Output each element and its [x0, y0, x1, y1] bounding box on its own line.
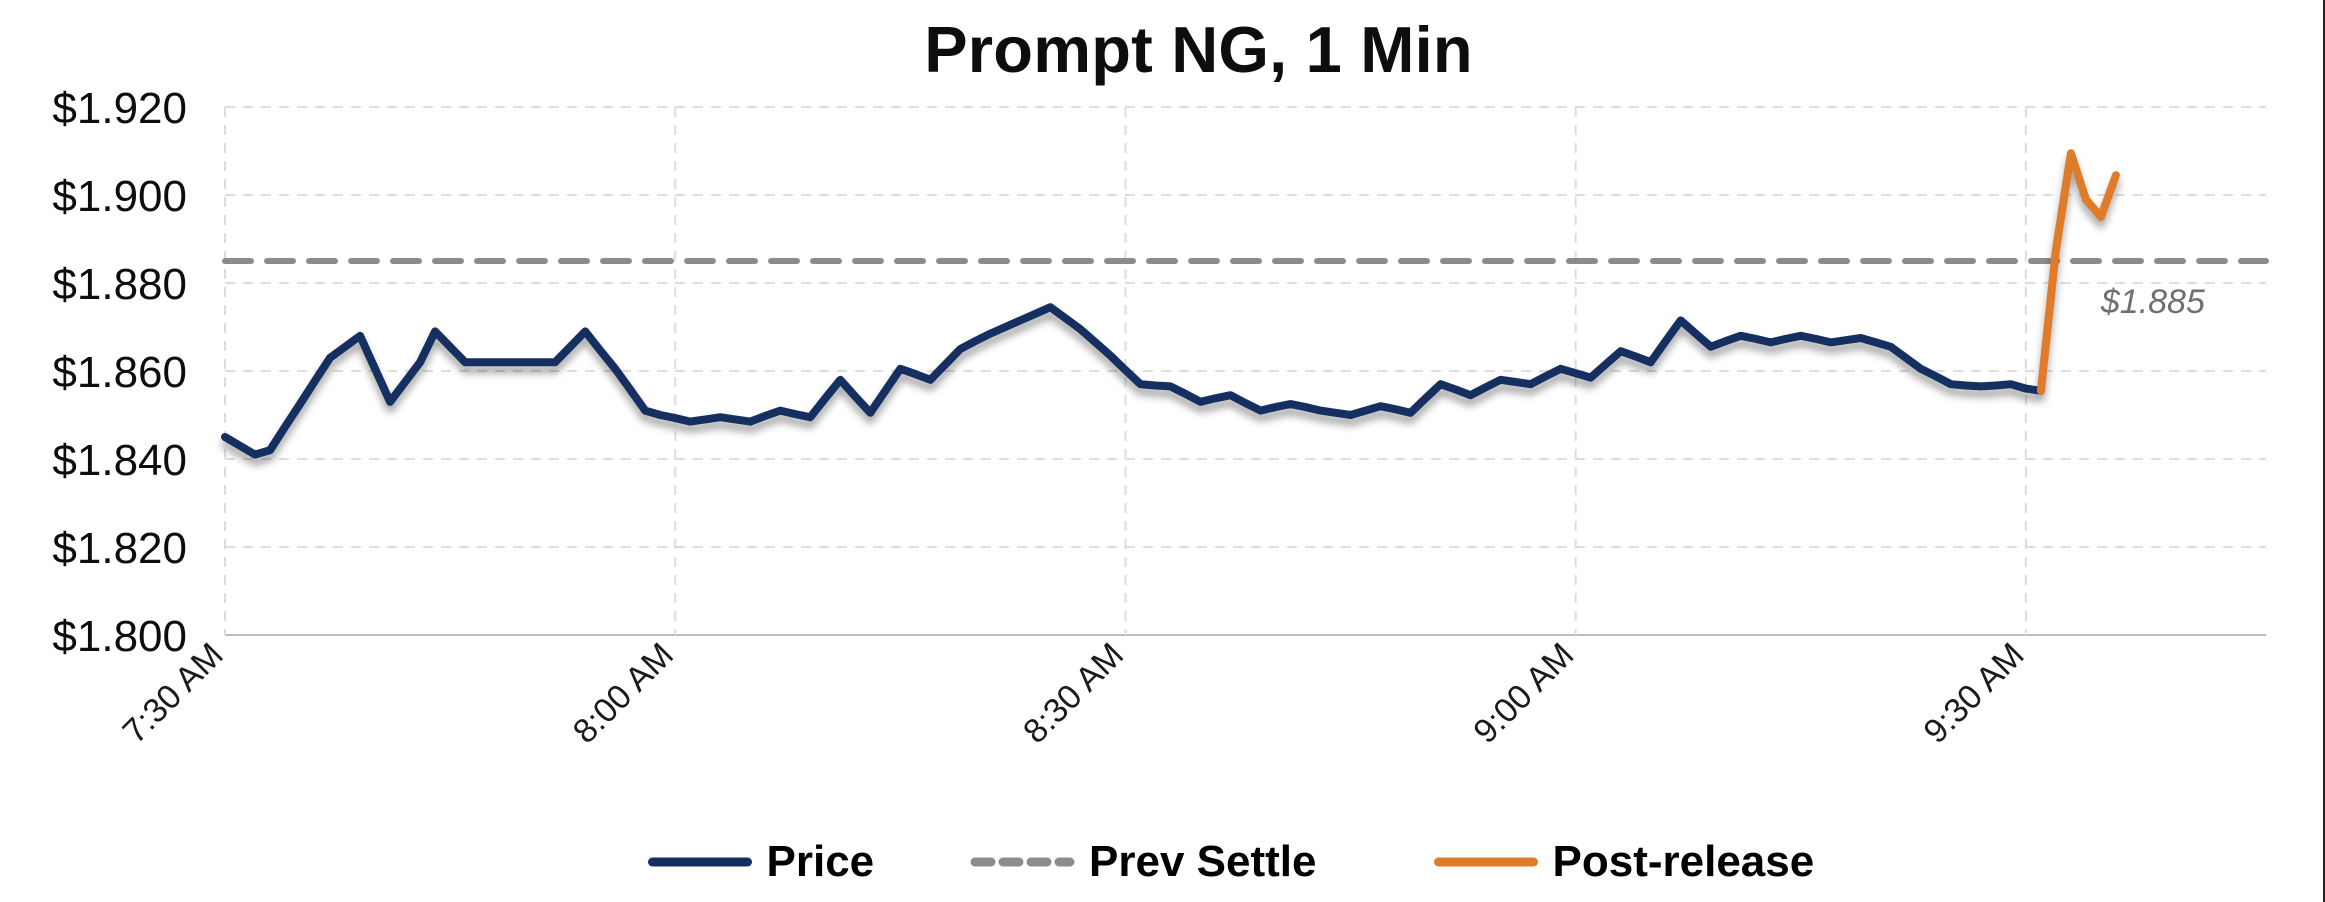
- svg-text:8:30 AM: 8:30 AM: [1016, 636, 1131, 751]
- svg-text:Post-release: Post-release: [1553, 837, 1815, 886]
- svg-text:$1.900: $1.900: [52, 172, 187, 221]
- svg-text:$1.840: $1.840: [52, 436, 187, 485]
- svg-text:$1.860: $1.860: [52, 348, 187, 397]
- svg-text:Price: Price: [767, 837, 875, 886]
- svg-text:$1.920: $1.920: [52, 84, 187, 133]
- svg-text:8:00 AM: 8:00 AM: [566, 636, 681, 751]
- svg-text:$1.880: $1.880: [52, 260, 187, 309]
- svg-text:$1.800: $1.800: [52, 612, 187, 661]
- svg-text:Prev Settle: Prev Settle: [1089, 837, 1316, 886]
- svg-text:$1.885: $1.885: [2100, 283, 2205, 321]
- svg-text:9:00 AM: 9:00 AM: [1466, 636, 1581, 751]
- svg-text:$1.820: $1.820: [52, 524, 187, 573]
- svg-text:9:30 AM: 9:30 AM: [1916, 636, 2031, 751]
